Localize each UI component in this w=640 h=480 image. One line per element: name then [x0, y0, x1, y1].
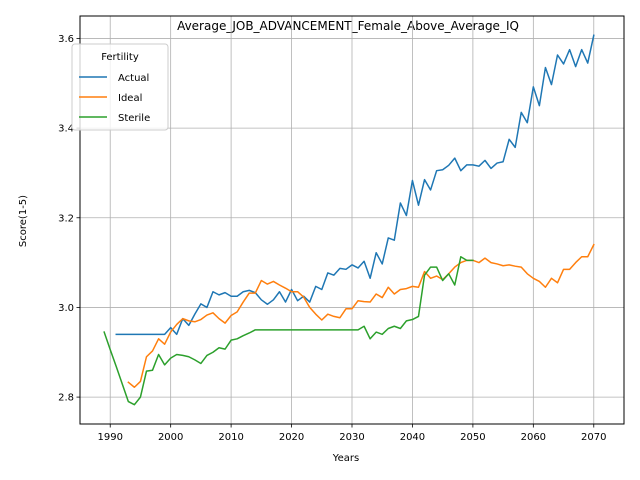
y-tick-label: 3.2 — [58, 213, 74, 224]
legend-label-ideal: Ideal — [118, 93, 142, 104]
x-tick-label: 2030 — [339, 432, 364, 443]
x-tick-label: 2000 — [158, 432, 183, 443]
legend-label-sterile: Sterile — [118, 113, 150, 124]
y-tick-label: 2.8 — [58, 393, 74, 404]
y-axis-label: Score(1-5) — [18, 195, 29, 247]
y-tick-label: 3.0 — [58, 303, 74, 314]
chart-title: Average_JOB_ADVANCEMENT_Female_Above_Ave… — [177, 19, 519, 33]
x-tick-label: 2040 — [400, 432, 425, 443]
legend: Fertility Actual Ideal Sterile — [72, 44, 168, 130]
x-tick-label: 2050 — [460, 432, 485, 443]
x-tick-label: 2020 — [279, 432, 304, 443]
x-axis-label: Years — [332, 453, 359, 464]
x-tick-label: 2070 — [581, 432, 606, 443]
legend-label-actual: Actual — [118, 73, 149, 84]
x-tick-label: 2010 — [218, 432, 243, 443]
legend-title: Fertility — [101, 52, 139, 63]
x-tick-label: 1990 — [97, 432, 122, 443]
y-tick-label: 3.6 — [58, 34, 74, 45]
x-tick-label: 2060 — [521, 432, 546, 443]
